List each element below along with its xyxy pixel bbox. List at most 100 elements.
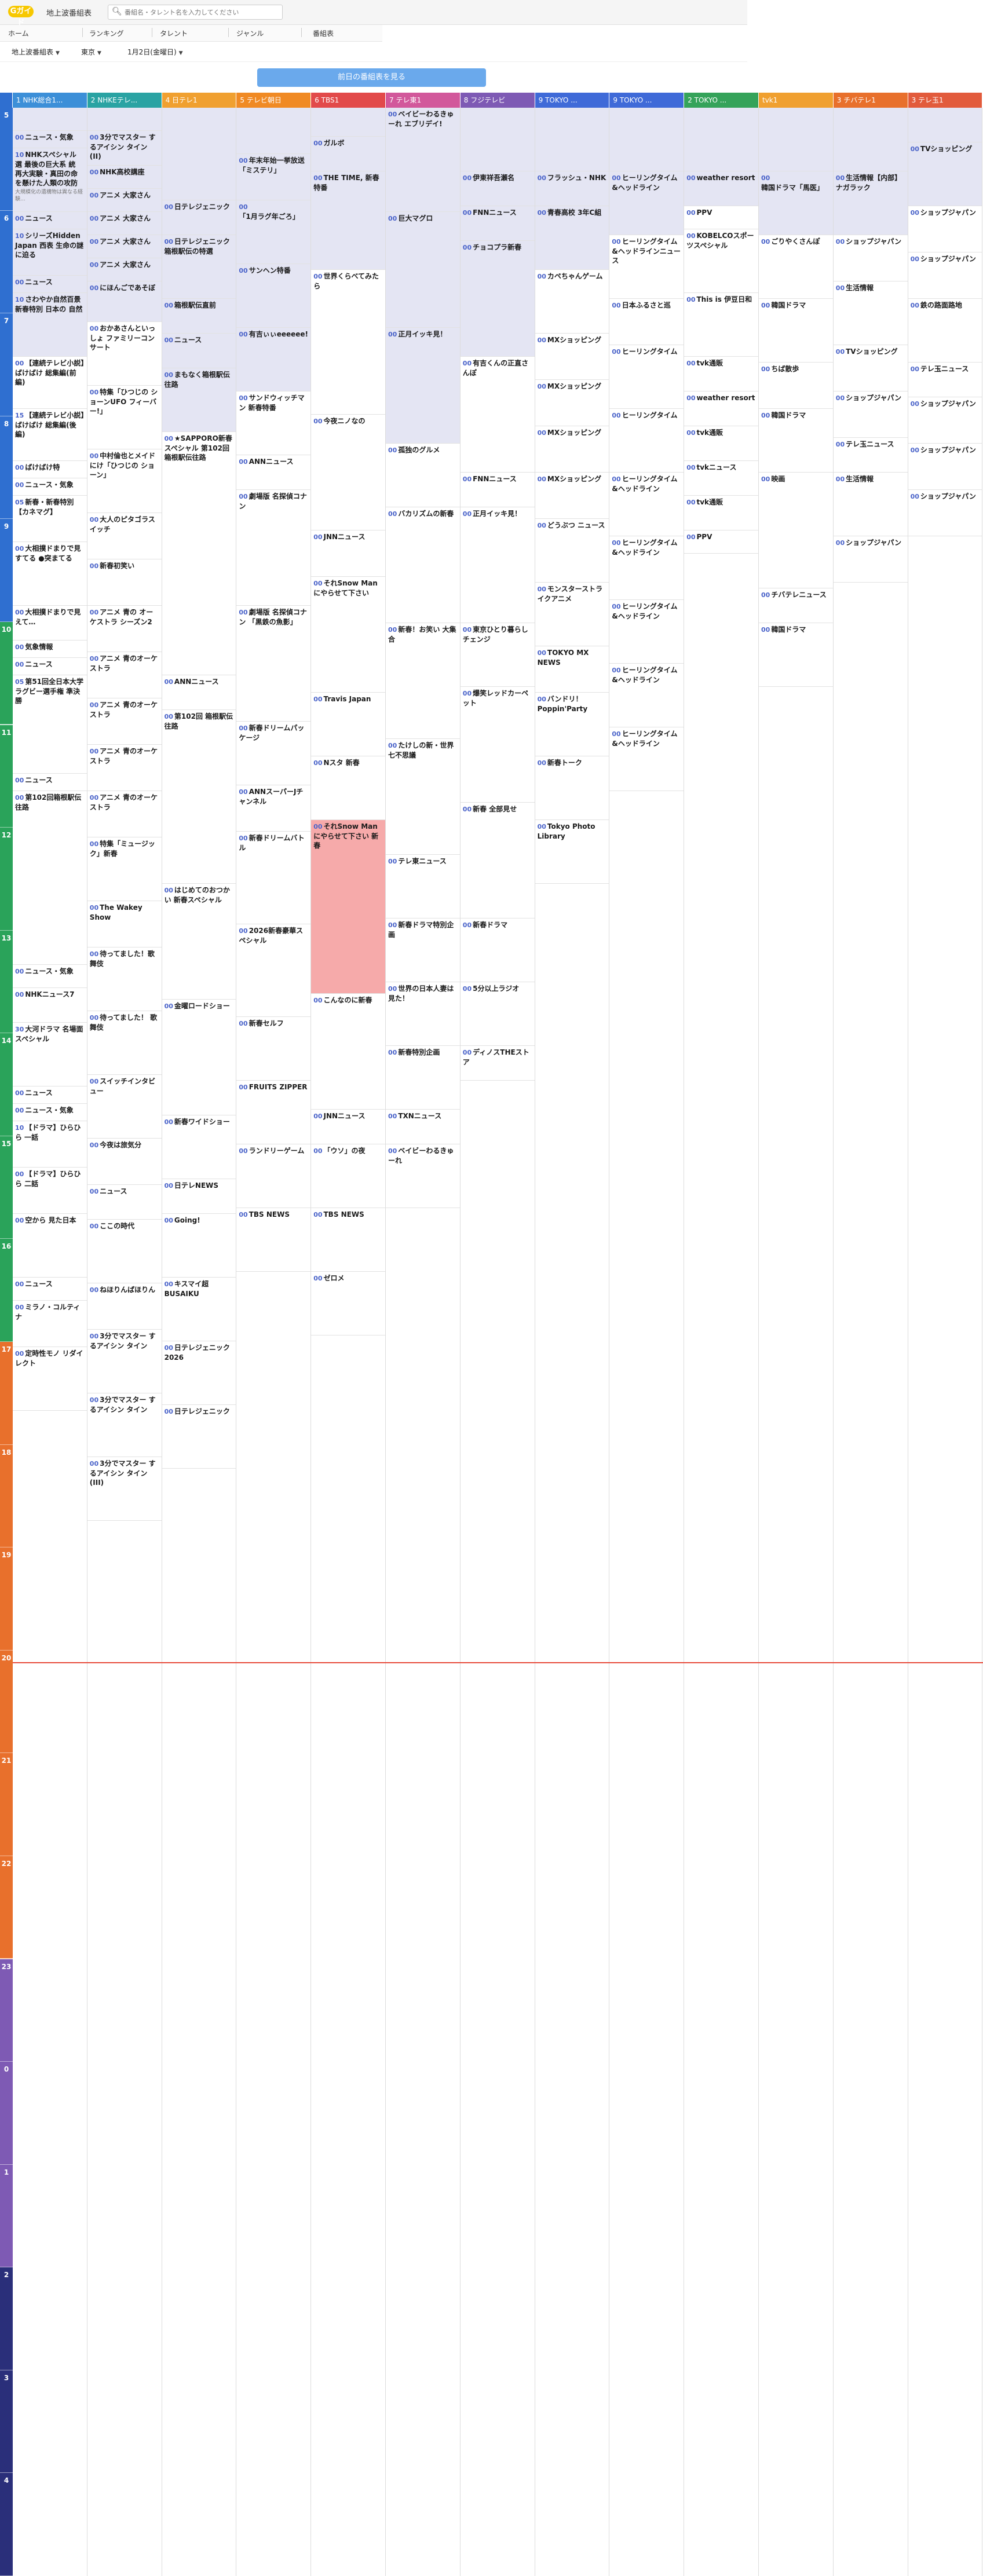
program-cell[interactable]: 00 空から 見た日本 [13,1214,87,1278]
program-cell[interactable]: 00 鉄の路面路地 [908,299,982,363]
search-icon[interactable]: 🔍︎ [112,7,122,16]
program-cell[interactable]: 00 Travis Japan [311,693,385,756]
program-cell[interactable]: 00 NHKニュース7 [13,988,87,1023]
channel-header[interactable]: 2 TOKYO ... [684,93,759,108]
program-cell[interactable]: 00 3分でマスター するアイシン タイン [87,1330,162,1393]
program-cell[interactable]: 00 KOBELCOスポーツスペシャル [684,229,758,293]
program-cell[interactable]: 00 ショップジャパン [833,235,908,281]
program-cell[interactable]: 00 ANNニュース [236,455,311,490]
program-cell[interactable]: 00 ヒーリングタイム&ヘッドライン [609,664,684,727]
channel-header[interactable]: 9 TOKYO ... [609,93,685,108]
program-cell[interactable]: 00 ねほりんぱほりん [87,1283,162,1330]
program-cell[interactable]: 00 アニメ 青のオーケストラ [87,698,162,745]
program-cell[interactable]: 00 それSnow Manにやらせて下さい 新春 [311,820,385,994]
channel-header[interactable]: 6 TBS1 [311,93,386,108]
program-cell[interactable]: 00 Nスタ 新春 [311,756,385,820]
program-cell[interactable] [535,108,609,171]
program-cell[interactable]: 00 3分でマスター するアイシン タイン [87,1393,162,1457]
program-cell[interactable]: 00 ANNスーパーJチャンネル [236,785,311,832]
program-cell[interactable]: 00 MXショッピング [535,426,609,473]
program-cell[interactable]: 00 Going! [162,1214,236,1278]
program-cell[interactable]: 00 ディノスTHEストア [460,1046,535,1081]
program-cell[interactable]: 00 weather resort [684,171,758,206]
search-input[interactable] [123,6,280,18]
program-cell[interactable]: 00 新春ワイドショー [162,1115,236,1179]
program-cell[interactable]: 00 カペちゃんゲーム [535,270,609,334]
program-cell[interactable]: 00 アニメ 青の オーケストラ シーズン2 [87,606,162,652]
program-cell[interactable]: 00 正月イッキ見！ [386,328,460,444]
program-cell[interactable]: 00 第102回 箱根駅伝 往路 [162,710,236,884]
program-cell[interactable]: 00 キスマイ超BUSAIKU [162,1278,236,1341]
program-cell[interactable]: 00 ニュース [87,1185,162,1220]
program-cell[interactable]: 00 爆笑レッドカーペット [460,687,535,803]
program-cell[interactable]: 00 大相撲ドまりで見すてる ●突まてる [13,542,87,606]
program-cell[interactable]: 00 気象情報 [13,641,87,658]
program-cell[interactable]: 00 weather resort [684,391,758,426]
program-cell[interactable] [833,108,908,171]
program-cell[interactable]: 00 にほんごであそぼ [87,281,162,322]
program-cell[interactable]: 00 中村倫也とメイドにけ「ひつじの ショーン」 [87,449,162,513]
program-cell[interactable]: 00 おかあさんといっしょ ファミリーコンサート [87,322,162,386]
program-cell[interactable]: 00 TVショッピング [908,142,982,206]
search-box[interactable]: 🔍︎ [108,5,283,20]
program-cell[interactable]: 00 ここの時代 [87,1220,162,1283]
program-cell[interactable]: 10 シリーズHidden Japan 西表 生命の謎に迫る [13,229,87,276]
program-cell[interactable]: 00 TBS NEWS [311,1208,385,1272]
program-cell[interactable]: 00 大人のピタゴラスイッチ [87,513,162,559]
program-cell[interactable]: 00 生活情報 [833,281,908,345]
program-cell[interactable]: 00 日テレジェニック [162,1405,236,1469]
program-cell[interactable]: 00 日テレジェニック 箱根駅伝の特選 [162,235,236,299]
program-cell[interactable]: 00 アニメ 大家さん [87,235,162,258]
program-cell[interactable] [759,108,833,171]
program-cell[interactable]: 00 新春初笑い [87,559,162,606]
program-cell[interactable]: 00 韓国ドラマ [759,623,833,687]
program-cell[interactable]: 00 新春 全部見せ [460,803,535,919]
program-cell[interactable]: 00 日テレジェニック 2026 [162,1341,236,1405]
program-cell[interactable]: 00 ニュース [13,1278,87,1301]
program-cell[interactable]: 00 バンドリ！Poppin'Party [535,693,609,756]
channel-header[interactable]: 7 テレ東1 [386,93,461,108]
program-cell[interactable]: 00 今夜ニノなの [311,415,385,530]
program-cell[interactable]: 00 テレ東ニュース [386,855,460,919]
nav-home[interactable]: ホーム [8,30,29,38]
program-cell[interactable]: 00 はじめてのおつかい 新春スペシャル [162,884,236,1000]
program-cell[interactable]: 00 ヒーリングタイム [609,409,684,473]
program-cell[interactable]: 00 チョコプラ新春 [460,241,535,357]
program-cell[interactable]: 00 ガルボ [311,137,385,171]
program-cell[interactable]: 00 こんなのに新春 [311,994,385,1110]
channel-header[interactable]: 2 NHKEテレ... [87,93,162,108]
program-cell[interactable]: 00 ヒーリングタイム&ヘッドライン [609,171,684,235]
program-cell[interactable]: 00 MXショッピング [535,380,609,426]
program-cell[interactable]: 00 新春ドラマ特別企画 [386,919,460,982]
program-cell[interactable]: 00 新春セルフ [236,1017,311,1081]
program-cell[interactable]: 00 巨大マグロ [386,212,460,328]
program-cell[interactable]: 00 それSnow Manにやらせて下さい [311,577,385,693]
channel-header[interactable]: tvk1 [759,93,834,108]
program-cell[interactable]: 00 tvk通販 [684,496,758,530]
date-select[interactable]: 1月2日(金曜日) ▼ [127,47,183,57]
program-cell[interactable]: 00 ニュース [13,1086,87,1104]
program-cell[interactable]: 00 有吉くんの正直さんぽ [460,357,535,473]
program-cell[interactable]: 00 新春ドリームバトル [236,832,311,924]
program-cell[interactable]: 00 3分でマスター するアイシン タイン (II) [87,131,162,166]
program-cell[interactable]: 00 第102回箱根駅伝 往路 [13,791,87,965]
program-cell[interactable]: 00 JNNニュース [311,530,385,577]
program-cell[interactable]: 00 ニュース・気象 [13,965,87,988]
program-cell[interactable]: 00 FRUITS ZIPPER [236,1081,311,1144]
channel-header[interactable]: 3 テレ玉1 [908,93,983,108]
program-cell[interactable]: 00 特集「ミュージック」新春 [87,837,162,901]
program-cell[interactable]: 00 MXショッピング [535,334,609,380]
program-cell[interactable]: 00 生活情報 [833,473,908,536]
program-cell[interactable]: 00 ANNニュース [162,675,236,710]
program-cell[interactable]: 00 ショップジャパン [908,397,982,444]
program-cell[interactable]: 00 ヒーリングタイム&ヘッドライン [609,536,684,600]
program-cell[interactable]: 00 テレ玉ニュース [908,363,982,397]
program-cell[interactable]: 00 ショップジャパン [833,391,908,438]
channel-header[interactable]: 1 NHK総合1... [13,93,87,108]
channel-header[interactable]: 9 TOKYO ... [535,93,610,108]
program-cell[interactable]: 00 映画 [759,473,833,588]
program-cell[interactable]: 00 ショップジャパン [908,490,982,536]
nav-genre[interactable]: ジャンル [236,30,264,38]
program-cell[interactable]: 10 NHKスペシャル 選 最後の巨大系 統 再大実験・真田の命を懸けた人類の攻防… [13,148,87,212]
program-cell[interactable]: 00 【連続テレビ小説】ばけばけ 総集編(前編) [13,357,87,409]
